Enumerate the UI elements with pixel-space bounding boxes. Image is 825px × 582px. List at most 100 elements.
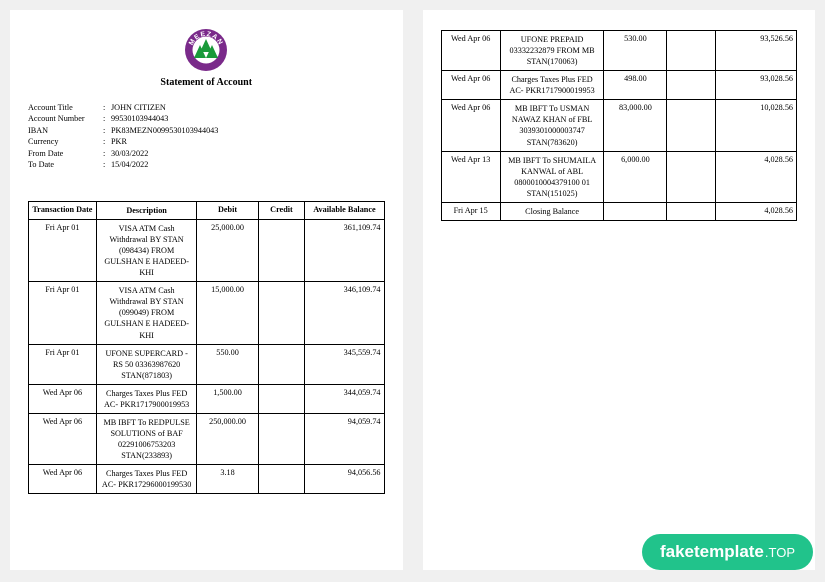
transactions-table-page1: Transaction Date Description Debit Credi… bbox=[28, 201, 385, 494]
cell-credit bbox=[258, 384, 305, 413]
cell-debit: 3.18 bbox=[197, 465, 258, 494]
cell-credit bbox=[258, 413, 305, 464]
col-bal: Available Balance bbox=[305, 201, 384, 219]
cell-date: Fri Apr 01 bbox=[29, 282, 97, 344]
table-row: Wed Apr 06UFONE PREPAID 03332232879 FROM… bbox=[441, 31, 797, 71]
cell-balance: 346,109.74 bbox=[305, 282, 384, 344]
meta-currency: Currency : PKR bbox=[28, 136, 385, 147]
cell-debit: 6,000.00 bbox=[604, 151, 667, 202]
table-row: Fri Apr 01UFONE SUPERCARD - RS 50 033639… bbox=[29, 344, 385, 384]
cell-debit: 25,000.00 bbox=[197, 219, 258, 281]
logo-container: MEEZAN BANK bbox=[28, 28, 385, 74]
cell-desc: MB IBFT To SHUMAILA KANWAL of ABL 080001… bbox=[500, 151, 604, 202]
cell-debit: 15,000.00 bbox=[197, 282, 258, 344]
cell-balance: 345,559.74 bbox=[305, 344, 384, 384]
table-row: Wed Apr 06Charges Taxes Plus FED AC- PKR… bbox=[441, 71, 797, 100]
cell-desc: Charges Taxes Plus FED AC- PKR1729600019… bbox=[96, 465, 197, 494]
page-1: MEEZAN BANK Statement of Account Account… bbox=[10, 10, 403, 570]
cell-date: Wed Apr 06 bbox=[441, 31, 500, 71]
cell-date: Wed Apr 06 bbox=[29, 465, 97, 494]
cell-credit bbox=[258, 344, 305, 384]
cell-date: Fri Apr 15 bbox=[441, 202, 500, 220]
table-row: Fri Apr 01VISA ATM Cash Withdrawal BY ST… bbox=[29, 219, 385, 281]
cell-debit: 250,000.00 bbox=[197, 413, 258, 464]
meta-value: JOHN CITIZEN bbox=[111, 102, 385, 113]
cell-desc: Charges Taxes Plus FED AC- PKR1717900019… bbox=[500, 71, 604, 100]
meta-label: IBAN bbox=[28, 125, 103, 136]
cell-date: Wed Apr 06 bbox=[29, 384, 97, 413]
meta-to-date: To Date : 15/04/2022 bbox=[28, 159, 385, 170]
meta-account-title: Account Title : JOHN CITIZEN bbox=[28, 102, 385, 113]
watermark-suffix: .TOP bbox=[765, 545, 795, 560]
meta-label: To Date bbox=[28, 159, 103, 170]
cell-credit bbox=[258, 219, 305, 281]
table-row: Wed Apr 06Charges Taxes Plus FED AC- PKR… bbox=[29, 465, 385, 494]
bank-logo: MEEZAN BANK bbox=[184, 28, 228, 74]
cell-debit: 530.00 bbox=[604, 31, 667, 71]
cell-date: Wed Apr 06 bbox=[441, 100, 500, 151]
meta-label: Account Title bbox=[28, 102, 103, 113]
cell-credit bbox=[667, 151, 715, 202]
cell-desc: Closing Balance bbox=[500, 202, 604, 220]
cell-credit bbox=[258, 465, 305, 494]
cell-date: Fri Apr 01 bbox=[29, 219, 97, 281]
cell-credit bbox=[667, 100, 715, 151]
cell-credit bbox=[667, 31, 715, 71]
table-row: Wed Apr 06MB IBFT To USMAN NAWAZ KHAN of… bbox=[441, 100, 797, 151]
table-header-row: Transaction Date Description Debit Credi… bbox=[29, 201, 385, 219]
account-meta: Account Title : JOHN CITIZEN Account Num… bbox=[28, 102, 385, 171]
meta-label: Account Number bbox=[28, 113, 103, 124]
cell-balance: 94,059.74 bbox=[305, 413, 384, 464]
cell-date: Wed Apr 13 bbox=[441, 151, 500, 202]
cell-desc: VISA ATM Cash Withdrawal BY STAN (098434… bbox=[96, 219, 197, 281]
table-row: Fri Apr 15Closing Balance 4,028.56 bbox=[441, 202, 797, 220]
table-row: Wed Apr 06MB IBFT To REDPULSE SOLUTIONS … bbox=[29, 413, 385, 464]
transactions-table-page2: Wed Apr 06UFONE PREPAID 03332232879 FROM… bbox=[441, 30, 798, 221]
cell-balance: 93,028.56 bbox=[715, 71, 797, 100]
meta-label: From Date bbox=[28, 148, 103, 159]
meta-value: 15/04/2022 bbox=[111, 159, 385, 170]
col-debit: Debit bbox=[197, 201, 258, 219]
cell-balance: 4,028.56 bbox=[715, 202, 797, 220]
col-date: Transaction Date bbox=[29, 201, 97, 219]
cell-desc: VISA ATM Cash Withdrawal BY STAN (099049… bbox=[96, 282, 197, 344]
cell-desc: Charges Taxes Plus FED AC- PKR1717900019… bbox=[96, 384, 197, 413]
cell-balance: 4,028.56 bbox=[715, 151, 797, 202]
cell-debit: 1,500.00 bbox=[197, 384, 258, 413]
cell-balance: 10,028.56 bbox=[715, 100, 797, 151]
cell-date: Wed Apr 06 bbox=[441, 71, 500, 100]
page-2: Wed Apr 06UFONE PREPAID 03332232879 FROM… bbox=[423, 10, 816, 570]
watermark-badge: faketemplate .TOP bbox=[642, 534, 813, 570]
cell-debit: 498.00 bbox=[604, 71, 667, 100]
cell-desc: UFONE SUPERCARD - RS 50 03363987620 STAN… bbox=[96, 344, 197, 384]
meta-account-number: Account Number : 99530103944043 bbox=[28, 113, 385, 124]
statement-title: Statement of Account bbox=[28, 77, 385, 88]
cell-debit: 550.00 bbox=[197, 344, 258, 384]
cell-balance: 361,109.74 bbox=[305, 219, 384, 281]
meta-value: 30/03/2022 bbox=[111, 148, 385, 159]
cell-date: Wed Apr 06 bbox=[29, 413, 97, 464]
cell-balance: 94,056.56 bbox=[305, 465, 384, 494]
col-credit: Credit bbox=[258, 201, 305, 219]
cell-debit: 83,000.00 bbox=[604, 100, 667, 151]
cell-desc: MB IBFT To USMAN NAWAZ KHAN of FBL 30393… bbox=[500, 100, 604, 151]
table-row: Wed Apr 06Charges Taxes Plus FED AC- PKR… bbox=[29, 384, 385, 413]
cell-credit bbox=[667, 71, 715, 100]
meta-value: PK83MEZN0099530103944043 bbox=[111, 125, 385, 136]
meta-label: Currency bbox=[28, 136, 103, 147]
cell-credit bbox=[258, 282, 305, 344]
cell-desc: UFONE PREPAID 03332232879 FROM MB STAN(1… bbox=[500, 31, 604, 71]
cell-date: Fri Apr 01 bbox=[29, 344, 97, 384]
meta-iban: IBAN : PK83MEZN0099530103944043 bbox=[28, 125, 385, 136]
watermark-bold: faketemplate bbox=[660, 542, 764, 562]
cell-credit bbox=[667, 202, 715, 220]
col-desc: Description bbox=[96, 201, 197, 219]
meta-value: PKR bbox=[111, 136, 385, 147]
cell-desc: MB IBFT To REDPULSE SOLUTIONS of BAF 022… bbox=[96, 413, 197, 464]
cell-balance: 344,059.74 bbox=[305, 384, 384, 413]
cell-debit bbox=[604, 202, 667, 220]
table-row: Wed Apr 13MB IBFT To SHUMAILA KANWAL of … bbox=[441, 151, 797, 202]
meta-value: 99530103944043 bbox=[111, 113, 385, 124]
cell-balance: 93,526.56 bbox=[715, 31, 797, 71]
meta-from-date: From Date : 30/03/2022 bbox=[28, 148, 385, 159]
